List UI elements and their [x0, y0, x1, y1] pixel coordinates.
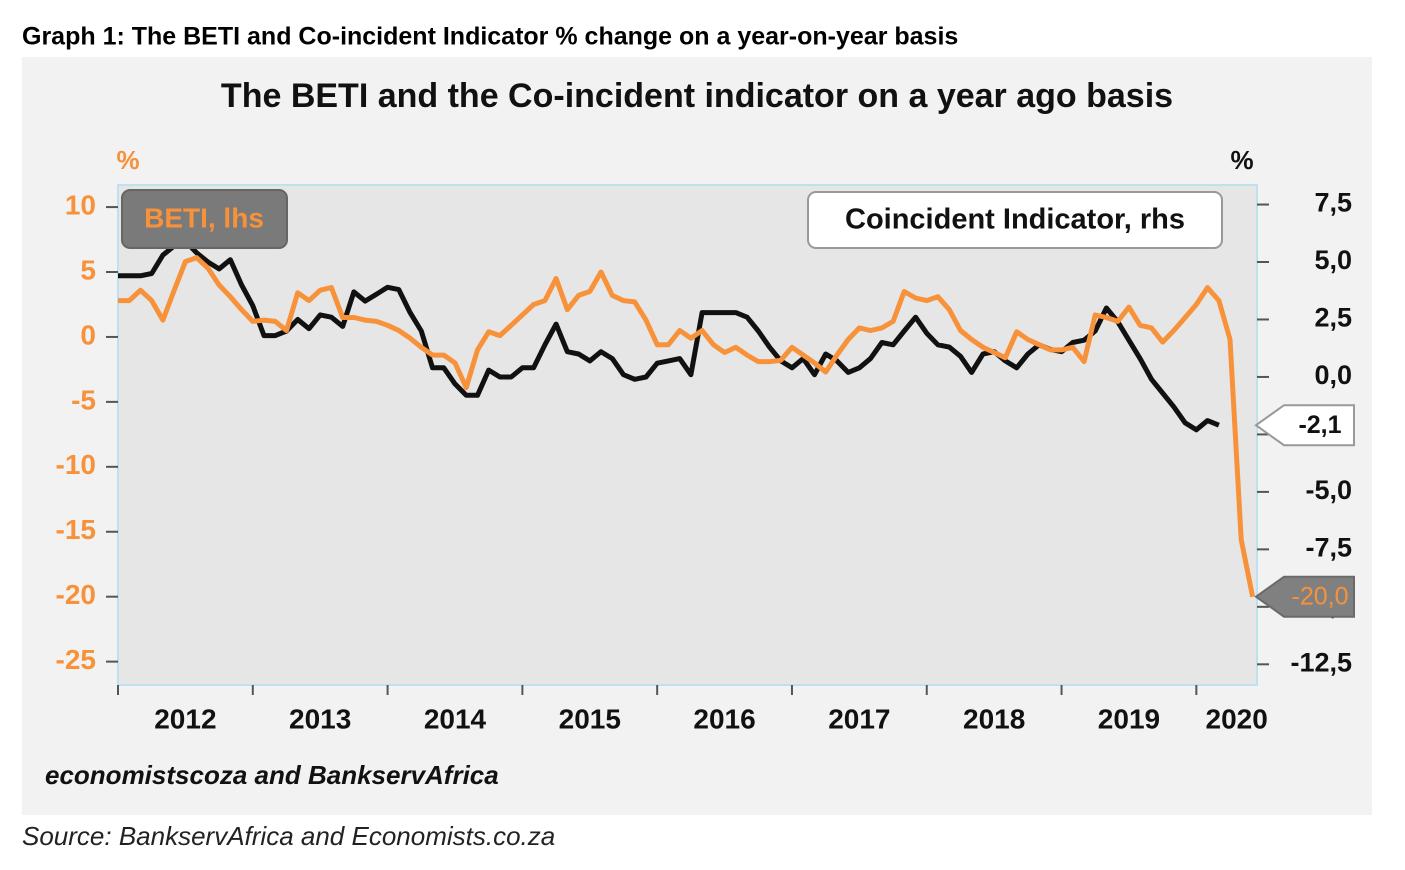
credit: economistscoza and BankservAfrica [45, 760, 499, 790]
x-tick-label: 2017 [828, 703, 890, 734]
x-tick-label: 2016 [693, 703, 755, 734]
y2-axis-unit: % [1230, 145, 1253, 175]
callout-box [1254, 404, 1355, 447]
x-tick-label: 2014 [424, 703, 487, 734]
y-axis-unit: % [116, 145, 139, 175]
series-line [118, 255, 1256, 598]
legend-box [121, 189, 288, 249]
y-tick-label: 10 [65, 189, 96, 220]
legend-box [807, 191, 1223, 249]
y-tick-label: -25 [56, 644, 96, 675]
y-tick-label: -5 [71, 384, 96, 415]
series-line [118, 238, 1220, 433]
y2-tick-label: -5,0 [1305, 475, 1352, 505]
legend-label: BETI, lhs [144, 202, 264, 233]
legend-label: Coincident Indicator, rhs [845, 204, 1185, 236]
callout-label: -20,0 [1292, 582, 1349, 610]
y-tick-label: -20 [56, 579, 96, 610]
y2-tick-label: 5,0 [1314, 245, 1352, 275]
y-tick-label: -10 [56, 449, 96, 480]
y-tick-label: 5 [80, 254, 96, 285]
y2-tick-label: 7,5 [1314, 188, 1352, 218]
y-tick-label: -15 [56, 514, 96, 545]
callout-box [1254, 575, 1355, 618]
y-tick-label: 0 [80, 319, 96, 350]
y2-tick-label: 2,5 [1314, 303, 1352, 333]
x-tick-label: 2015 [559, 703, 621, 734]
y2-tick-label: -7,5 [1305, 532, 1352, 562]
source: Source: BankservAfrica and Economists.co… [22, 821, 555, 851]
x-tick-label: 2018 [963, 703, 1025, 734]
plot-area [117, 184, 1258, 686]
chart-title: The BETI and the Co-incident indicator o… [221, 77, 1173, 115]
x-tick-label: 2019 [1098, 703, 1160, 734]
y2-tick-label: -12,5 [1290, 647, 1352, 677]
caption: Graph 1: The BETI and Co-incident Indica… [22, 23, 958, 51]
x-tick-label: 2013 [289, 703, 351, 734]
x-tick-label: 2020 [1206, 703, 1268, 734]
y2-tick-label: 0,0 [1314, 360, 1352, 390]
x-tick-label: 2012 [154, 703, 216, 734]
callout-label: -2,1 [1298, 411, 1341, 439]
